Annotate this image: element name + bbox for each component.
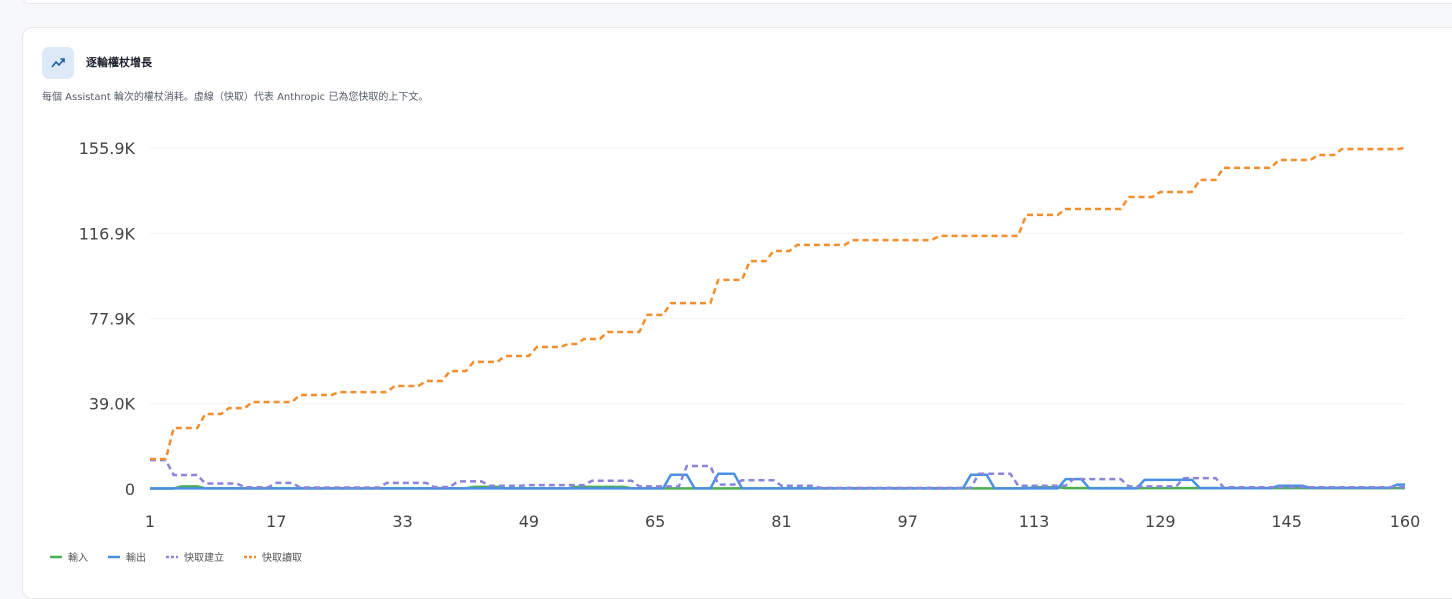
legend-label: 輸入 [68, 551, 88, 564]
x-tick-label: 97 [898, 512, 918, 531]
y-tick-label: 77.9K [89, 310, 136, 329]
x-tick-label: 1 [145, 512, 155, 531]
chart-subtitle: 每個 Assistant 輪次的權杖消耗。虛線（快取）代表 Anthropic … [42, 92, 429, 103]
y-tick-label: 155.9K [79, 139, 136, 158]
series-line [150, 146, 1406, 461]
legend-label: 輸出 [126, 551, 146, 564]
trend-icon [42, 47, 74, 79]
y-tick-label: 39.0K [89, 395, 136, 414]
x-tick-label: 65 [645, 512, 665, 531]
chart: 0 39.0K 77.9K 116.9K 155.9K 1 17 33 49 65 81 97 113 1… [50, 139, 1421, 564]
page: 逐輪權杖增長 每個 Assistant 輪次的權杖消耗。虛線（快取）代表 Ant… [22, 0, 1452, 599]
x-tick-label: 81 [771, 512, 791, 531]
legend-label: 快取建立 [184, 551, 224, 564]
x-tick-label: 49 [519, 512, 539, 531]
x-tick-label: 33 [392, 512, 412, 531]
x-tick-label: 113 [1019, 512, 1050, 531]
series-line [150, 458, 1405, 490]
y-tick-label: 116.9K [79, 224, 136, 243]
x-tick-label: 145 [1271, 512, 1302, 531]
trend-icon-graphic [51, 58, 65, 68]
x-tick-label: 129 [1145, 512, 1176, 531]
card [22, 27, 1452, 599]
x-tick-label: 160 [1390, 512, 1421, 531]
chart-title: 逐輪權杖增長 [86, 56, 152, 69]
x-tick-label: 17 [266, 512, 286, 531]
y-tick-label: 0 [125, 480, 135, 499]
legend-label: 快取讀取 [262, 551, 302, 564]
